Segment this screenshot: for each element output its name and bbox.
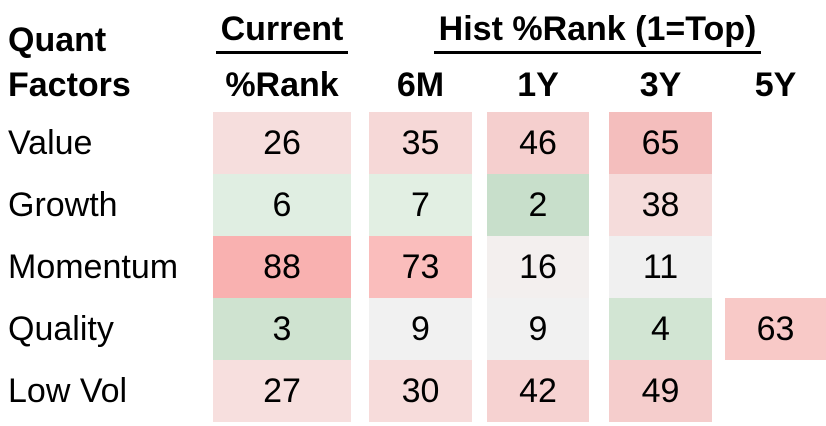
group-header-current: Current (215, 12, 349, 54)
heatmap-cell: 2 (487, 174, 589, 236)
heatmap-cell: 11 (609, 236, 712, 298)
heatmap-cell: 9 (487, 298, 589, 360)
heatmap-cell: 46 (487, 112, 589, 174)
heatmap-cell: 6 (213, 174, 351, 236)
heatmap-cell: 42 (487, 360, 589, 422)
heatmap-cell: 88 (213, 236, 351, 298)
row-label: Quality (8, 309, 114, 348)
heatmap-cell-empty (725, 236, 826, 298)
heatmap-cell-empty (725, 174, 826, 236)
column-header-1y: 1Y (517, 66, 559, 104)
heatmap-cell: 30 (369, 360, 472, 422)
heatmap-cell: 4 (609, 298, 712, 360)
column-header-row: Factors %Rank 6M 1Y 3Y 5Y (0, 59, 826, 112)
heatmap-cell: 35 (369, 112, 472, 174)
group-header-hist: Hist %Rank (1=Top) (433, 12, 762, 54)
table-row-quality: Quality 3 9 9 4 63 (0, 298, 826, 360)
heatmap-cell: 73 (369, 236, 472, 298)
heatmap-cell: 16 (487, 236, 589, 298)
heatmap-cell: 3 (213, 298, 351, 360)
table-row-growth: Growth 6 7 2 38 (0, 174, 826, 236)
column-header-5y: 5Y (754, 66, 797, 104)
heatmap-cell: 65 (609, 112, 712, 174)
heatmap-cell-empty (725, 360, 826, 422)
heatmap-cell-empty (725, 112, 826, 174)
row-label: Momentum (8, 247, 179, 286)
row-label: Value (8, 123, 93, 162)
heatmap-cell: 49 (609, 360, 712, 422)
heatmap-cell: 38 (609, 174, 712, 236)
row-label: Growth (8, 185, 118, 224)
table-row-low-vol: Low Vol 27 30 42 49 (0, 360, 826, 422)
heatmap-cell: 7 (369, 174, 472, 236)
corner-title-line1: Quant (8, 21, 107, 60)
table-row-momentum: Momentum 88 73 16 11 (0, 236, 826, 298)
group-header-row: Quant Current Hist %Rank (1=Top) (0, 0, 826, 59)
column-header-3y: 3Y (639, 66, 682, 104)
heatmap-cell: 63 (725, 298, 826, 360)
heatmap-cell: 27 (213, 360, 351, 422)
corner-title-line2: Factors (8, 66, 131, 104)
column-header-6m: 6M (396, 66, 445, 104)
table-row-value: Value 26 35 46 65 (0, 112, 826, 174)
column-header-rank: %Rank (225, 66, 339, 104)
heatmap-cell: 9 (369, 298, 472, 360)
heatmap-cell: 26 (213, 112, 351, 174)
row-label: Low Vol (8, 371, 128, 410)
